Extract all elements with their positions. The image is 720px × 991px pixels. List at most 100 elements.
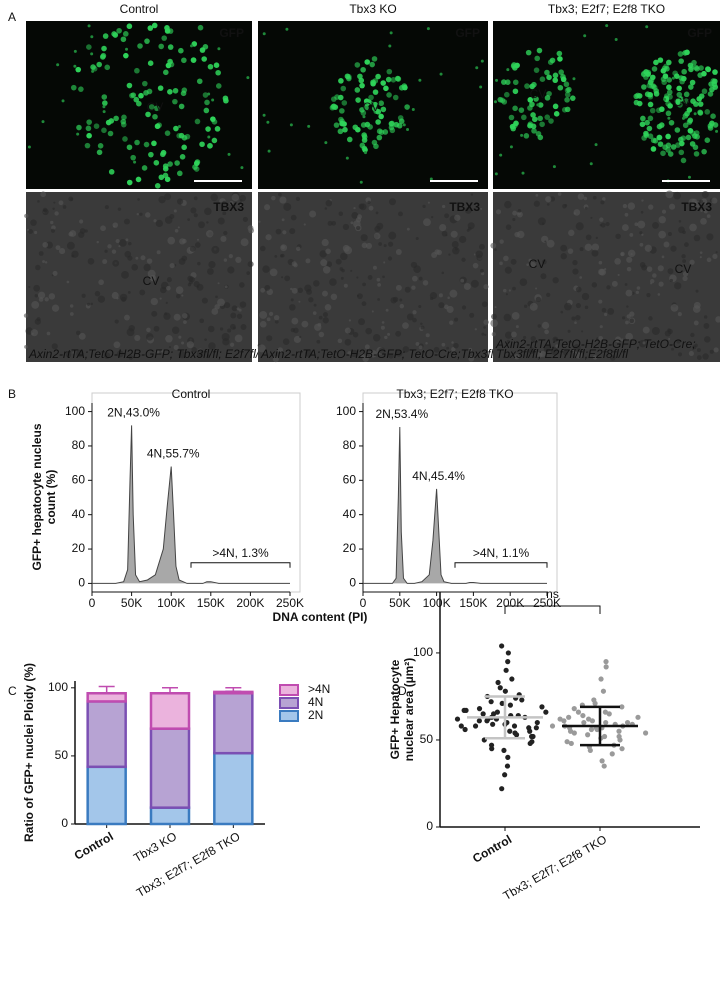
peak-label: 2N,53.4% — [375, 407, 428, 421]
texture — [96, 240, 99, 244]
texture — [280, 253, 285, 258]
texture — [33, 284, 41, 292]
texture — [42, 260, 46, 263]
texture — [199, 318, 205, 324]
texture — [563, 350, 569, 356]
texture — [62, 205, 67, 209]
texture — [431, 252, 438, 258]
nucleus — [499, 153, 503, 157]
point — [505, 650, 511, 656]
texture — [23, 313, 29, 318]
point — [601, 733, 608, 740]
nucleus — [122, 136, 128, 142]
nucleus — [677, 51, 684, 57]
texture — [607, 308, 615, 315]
nucleus — [689, 79, 696, 86]
nucleus — [651, 66, 658, 72]
texture — [160, 286, 167, 294]
nucleus — [614, 37, 618, 41]
texture — [66, 241, 75, 250]
texture — [395, 249, 402, 255]
texture — [637, 220, 646, 229]
texture — [451, 341, 454, 344]
nucleus — [673, 73, 680, 79]
texture — [137, 198, 140, 201]
texture — [235, 256, 242, 263]
point — [606, 711, 612, 717]
texture — [234, 334, 243, 343]
nucleus — [126, 23, 133, 30]
point — [472, 723, 479, 729]
point — [489, 746, 495, 752]
nucleus — [712, 122, 719, 128]
texture — [399, 303, 405, 309]
nucleus — [650, 146, 657, 152]
texture — [450, 230, 458, 238]
texture — [361, 242, 368, 249]
texture — [268, 311, 274, 317]
texture — [599, 224, 602, 227]
texture — [35, 264, 41, 271]
nucleus — [693, 112, 697, 116]
nucleus — [666, 84, 672, 91]
texture — [543, 344, 551, 353]
texture — [505, 224, 512, 230]
texture — [484, 333, 487, 336]
texture — [124, 314, 130, 321]
cv-label: CV — [363, 100, 380, 114]
nucleus — [354, 87, 361, 93]
nucleus — [96, 61, 102, 68]
texture — [322, 317, 329, 324]
nucleus — [537, 102, 544, 108]
point — [581, 719, 587, 726]
nucleus — [533, 67, 540, 73]
texture — [692, 305, 701, 313]
nucleus — [378, 113, 384, 120]
nucleus — [102, 110, 106, 114]
texture — [404, 286, 411, 293]
texture — [480, 207, 483, 210]
point — [539, 704, 545, 710]
texture — [306, 288, 312, 295]
nucleus — [148, 151, 154, 158]
nucleus — [136, 100, 142, 107]
texture — [573, 344, 581, 352]
texture — [529, 261, 536, 269]
point — [458, 723, 464, 729]
nucleus — [145, 111, 151, 118]
nucleus — [668, 119, 675, 126]
nucleus — [386, 68, 393, 75]
texture — [214, 304, 220, 310]
texture — [186, 341, 194, 349]
texture — [617, 273, 620, 277]
point — [533, 725, 539, 731]
texture — [385, 308, 389, 312]
x-tick-label: 250K — [533, 596, 561, 610]
texture — [388, 231, 397, 240]
texture — [373, 232, 381, 240]
texture — [688, 198, 697, 207]
texture — [113, 341, 121, 349]
nucleus — [688, 84, 694, 90]
texture — [204, 207, 212, 216]
texture — [247, 225, 254, 232]
nucleus — [525, 49, 532, 56]
texture — [505, 293, 508, 296]
point — [603, 719, 609, 726]
bar — [86, 765, 127, 826]
error-bar — [98, 685, 115, 694]
nucleus — [137, 43, 143, 49]
texture — [112, 222, 119, 228]
x-axis-label: DNA content (PI) — [273, 610, 368, 624]
texture — [537, 217, 546, 226]
texture — [700, 209, 703, 213]
texture — [362, 282, 366, 287]
nucleus — [389, 31, 393, 35]
texture — [658, 230, 667, 239]
texture — [425, 333, 430, 338]
nucleus — [371, 56, 378, 62]
texture — [568, 229, 575, 237]
nucleus — [91, 69, 95, 73]
nucleus — [552, 72, 559, 79]
nucleus — [148, 104, 155, 110]
